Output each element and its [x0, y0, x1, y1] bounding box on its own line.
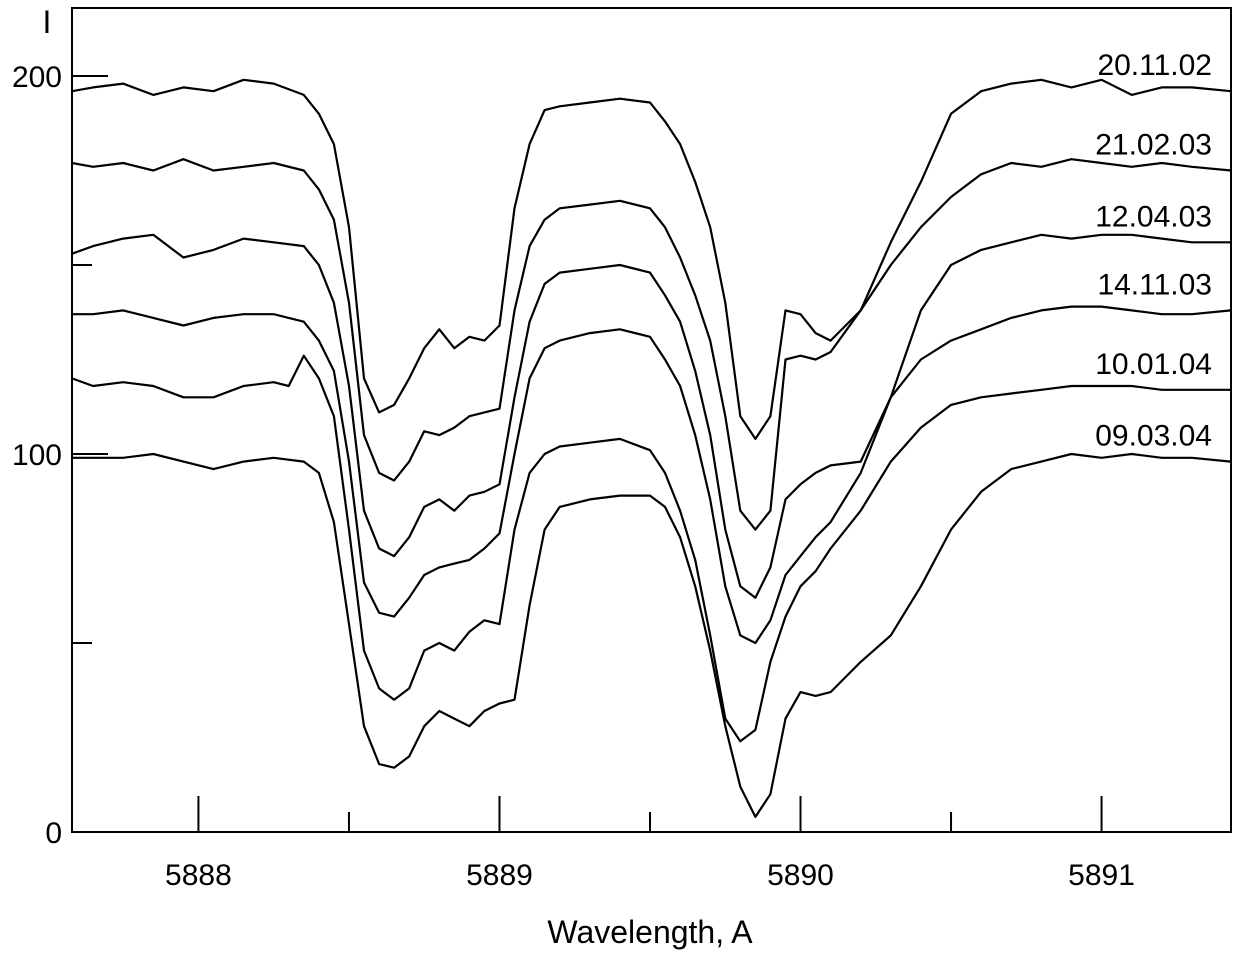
series-line-6: [72, 452, 1232, 819]
series-line-2: [71, 158, 1232, 531]
series-label-3: 12.04.03: [1095, 200, 1212, 233]
series-group: [71, 78, 1232, 819]
y-tick-label: 200: [12, 61, 62, 94]
y-tick-label: 100: [12, 439, 62, 472]
x-tick-label: 5891: [1068, 859, 1135, 892]
series-line-4: [72, 305, 1232, 645]
series-line-1: [71, 78, 1232, 440]
x-axis-title: Wavelength, A: [547, 914, 753, 950]
series-label-2: 21.02.03: [1095, 129, 1212, 162]
plot-frame: [71, 7, 1232, 833]
series-labels: 20.11.02 21.02.03 12.04.03 14.11.03 10.01.04…: [1095, 49, 1212, 452]
x-tick-label: 5889: [466, 859, 533, 892]
y-tick-label: 0: [45, 817, 62, 850]
axes: 5888 5889 5890 5891 0 100 200: [12, 7, 1232, 892]
series-label-5: 10.01.04: [1095, 348, 1212, 381]
x-tick-label: 5890: [767, 859, 834, 892]
y-axis-title: I: [43, 4, 52, 40]
series-line-3: [71, 233, 1231, 599]
series-label-4: 14.11.03: [1097, 268, 1212, 301]
series-label-1: 20.11.02: [1097, 49, 1212, 82]
x-tick-label: 5888: [165, 859, 232, 892]
series-label-6: 09.03.04: [1095, 420, 1212, 453]
series-line-5: [71, 354, 1231, 743]
